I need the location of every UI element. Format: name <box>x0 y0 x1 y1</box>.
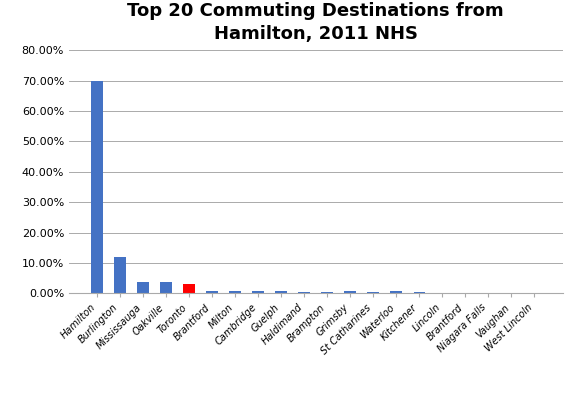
Bar <box>390 292 402 293</box>
Bar <box>230 290 241 293</box>
Bar <box>160 282 172 293</box>
Bar <box>298 292 310 293</box>
Bar <box>137 282 149 293</box>
Bar <box>183 284 195 293</box>
Bar <box>253 290 264 293</box>
Title: Top 20 Commuting Destinations from
Hamilton, 2011 NHS: Top 20 Commuting Destinations from Hamil… <box>127 2 504 43</box>
Bar <box>276 292 287 293</box>
Bar <box>91 81 103 293</box>
Bar <box>413 292 425 293</box>
Bar <box>321 292 333 293</box>
Bar <box>114 257 126 293</box>
Bar <box>367 292 379 293</box>
Bar <box>207 290 218 293</box>
Bar <box>344 292 356 293</box>
